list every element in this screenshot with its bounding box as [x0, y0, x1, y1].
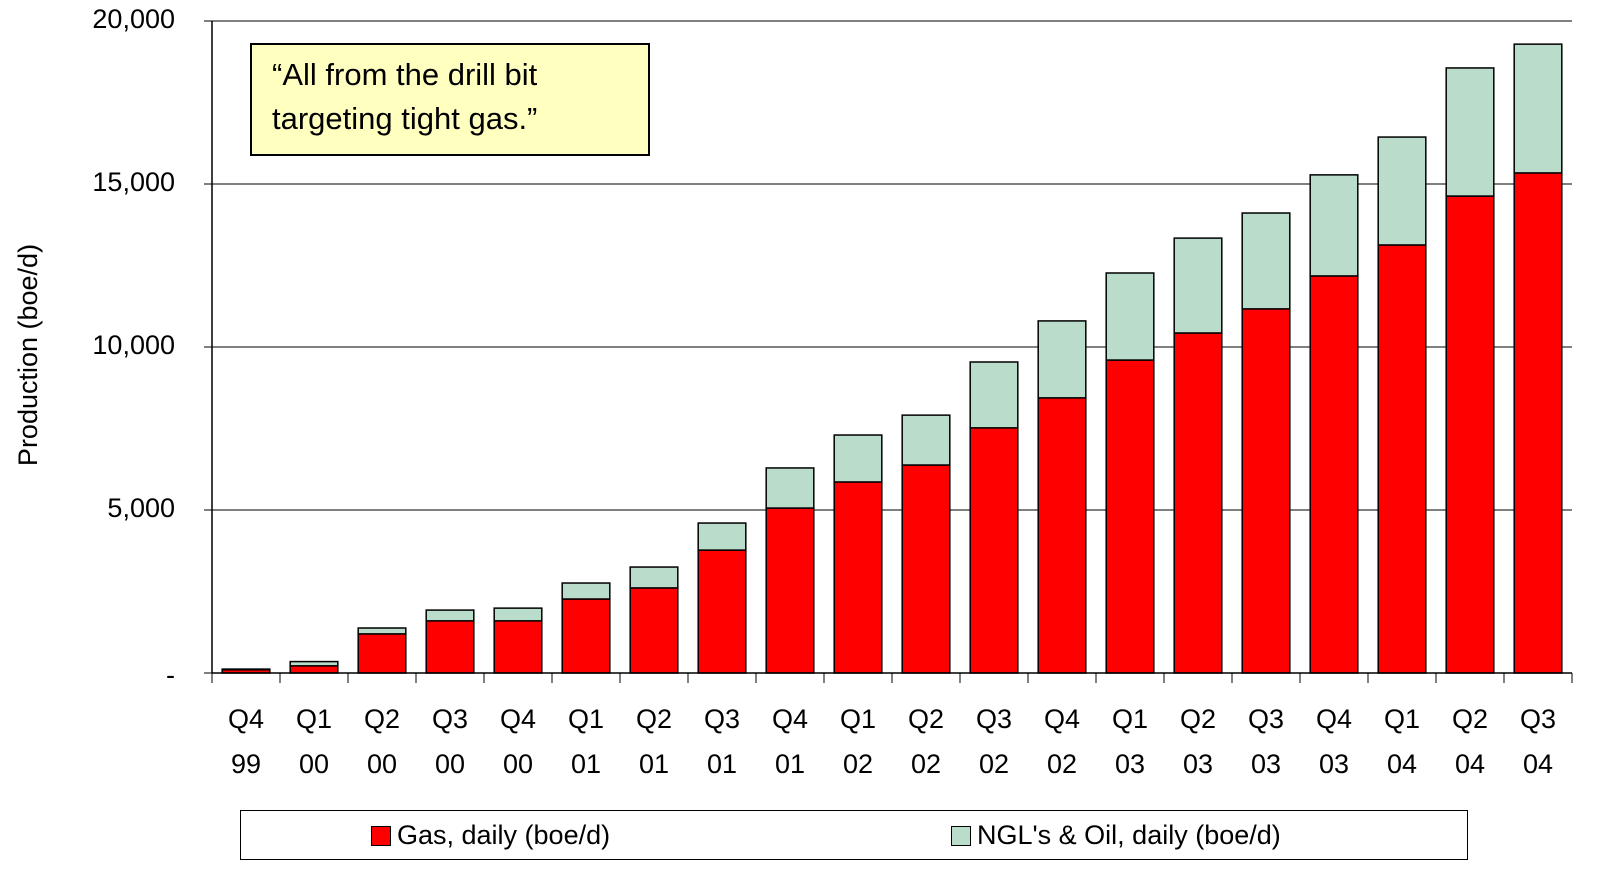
- bar-segment: [289, 665, 339, 674]
- y-tick-label: 10,000: [92, 330, 175, 360]
- x-tick-label: Q2 01: [635, 704, 673, 779]
- legend: Gas, daily (boe/d) NGL's & Oil, daily (bo…: [240, 810, 1468, 860]
- bar-segment: [1377, 244, 1427, 674]
- x-tick-label: Q1 03: [1111, 704, 1149, 779]
- bar-segment: [765, 467, 815, 509]
- bar-segment: [425, 609, 475, 622]
- legend-item: NGL's & Oil, daily (boe/d): [951, 820, 1281, 851]
- bar-segment: [1309, 174, 1359, 277]
- bar-segment: [697, 522, 747, 551]
- x-tick-label: Q3 01: [703, 704, 741, 779]
- y-tick-label: 15,000: [92, 167, 175, 197]
- bar-segment: [1241, 212, 1291, 310]
- bar-segment: [493, 607, 543, 622]
- bar-segment: [1513, 172, 1563, 674]
- x-tick-label: Q4 01: [771, 704, 809, 779]
- bar-segment: [221, 668, 271, 671]
- x-tick-label: Q3 03: [1247, 704, 1285, 779]
- bar-segment: [629, 566, 679, 589]
- annotation: “All from the drill bit targeting tight …: [250, 43, 650, 156]
- bar-segment: [1241, 308, 1291, 674]
- bar-segment: [357, 627, 407, 635]
- bar-segment: [901, 414, 951, 466]
- x-tick-label: Q4 00: [499, 704, 537, 779]
- bar-segment: [1173, 237, 1223, 334]
- bar-segment: [493, 620, 543, 674]
- legend-item: Gas, daily (boe/d): [371, 820, 610, 851]
- bar-segment: [1105, 272, 1155, 361]
- annotation-line: “All from the drill bit: [272, 57, 538, 92]
- x-tick-label: Q2 02: [907, 704, 945, 779]
- x-tick-label: Q3 00: [431, 704, 469, 779]
- bar-segment: [1309, 275, 1359, 674]
- bar-segment: [697, 549, 747, 674]
- y-tick-label: 5,000: [107, 493, 175, 523]
- x-tick-label: Q4 02: [1043, 704, 1081, 779]
- y-tick-label: 20,000: [92, 4, 175, 34]
- x-tick-label: Q2 00: [363, 704, 401, 779]
- bar-segment: [833, 434, 883, 483]
- bar-segment: [765, 507, 815, 674]
- bar-segment: [289, 660, 339, 667]
- x-tick-label: Q1 00: [295, 704, 333, 779]
- x-tick-label: Q3 04: [1519, 704, 1557, 779]
- bar-segment: [969, 361, 1019, 429]
- bar-segment: [561, 582, 611, 600]
- x-tick-label: Q3 02: [975, 704, 1013, 779]
- bar-segment: [561, 598, 611, 674]
- bar-segment: [425, 620, 475, 674]
- bar-segment: [1445, 67, 1495, 197]
- bar-segment: [901, 464, 951, 674]
- y-tick-label: -: [166, 660, 175, 690]
- y-axis-label: Production (boe/d): [13, 244, 43, 466]
- bar-segment: [969, 427, 1019, 674]
- bar-segment: [629, 587, 679, 674]
- annotation-line: targeting tight gas.”: [272, 101, 538, 136]
- x-tick-label: Q1 04: [1383, 704, 1421, 779]
- x-tick-label: Q2 04: [1451, 704, 1489, 779]
- bar-segment: [1377, 136, 1427, 246]
- bar-segment: [1037, 397, 1087, 674]
- x-tick-label: Q2 03: [1179, 704, 1217, 779]
- x-tick-label: Q4 03: [1315, 704, 1353, 779]
- x-tick-label: Q1 01: [567, 704, 605, 779]
- legend-label: Gas, daily (boe/d): [397, 820, 611, 850]
- bar-segment: [1037, 320, 1087, 399]
- bar-segment: [1445, 195, 1495, 674]
- bar-segment: [1513, 43, 1563, 174]
- bar-segment: [1105, 359, 1155, 674]
- bar-segment: [833, 481, 883, 674]
- bar-segment: [357, 633, 407, 674]
- x-tick-label: Q1 02: [839, 704, 877, 779]
- legend-swatch: [951, 825, 971, 846]
- legend-swatch: [371, 825, 391, 846]
- legend-label: NGL's & Oil, daily (boe/d): [977, 820, 1281, 850]
- bar-segment: [1173, 332, 1223, 674]
- x-tick-label: Q4 99: [227, 704, 265, 779]
